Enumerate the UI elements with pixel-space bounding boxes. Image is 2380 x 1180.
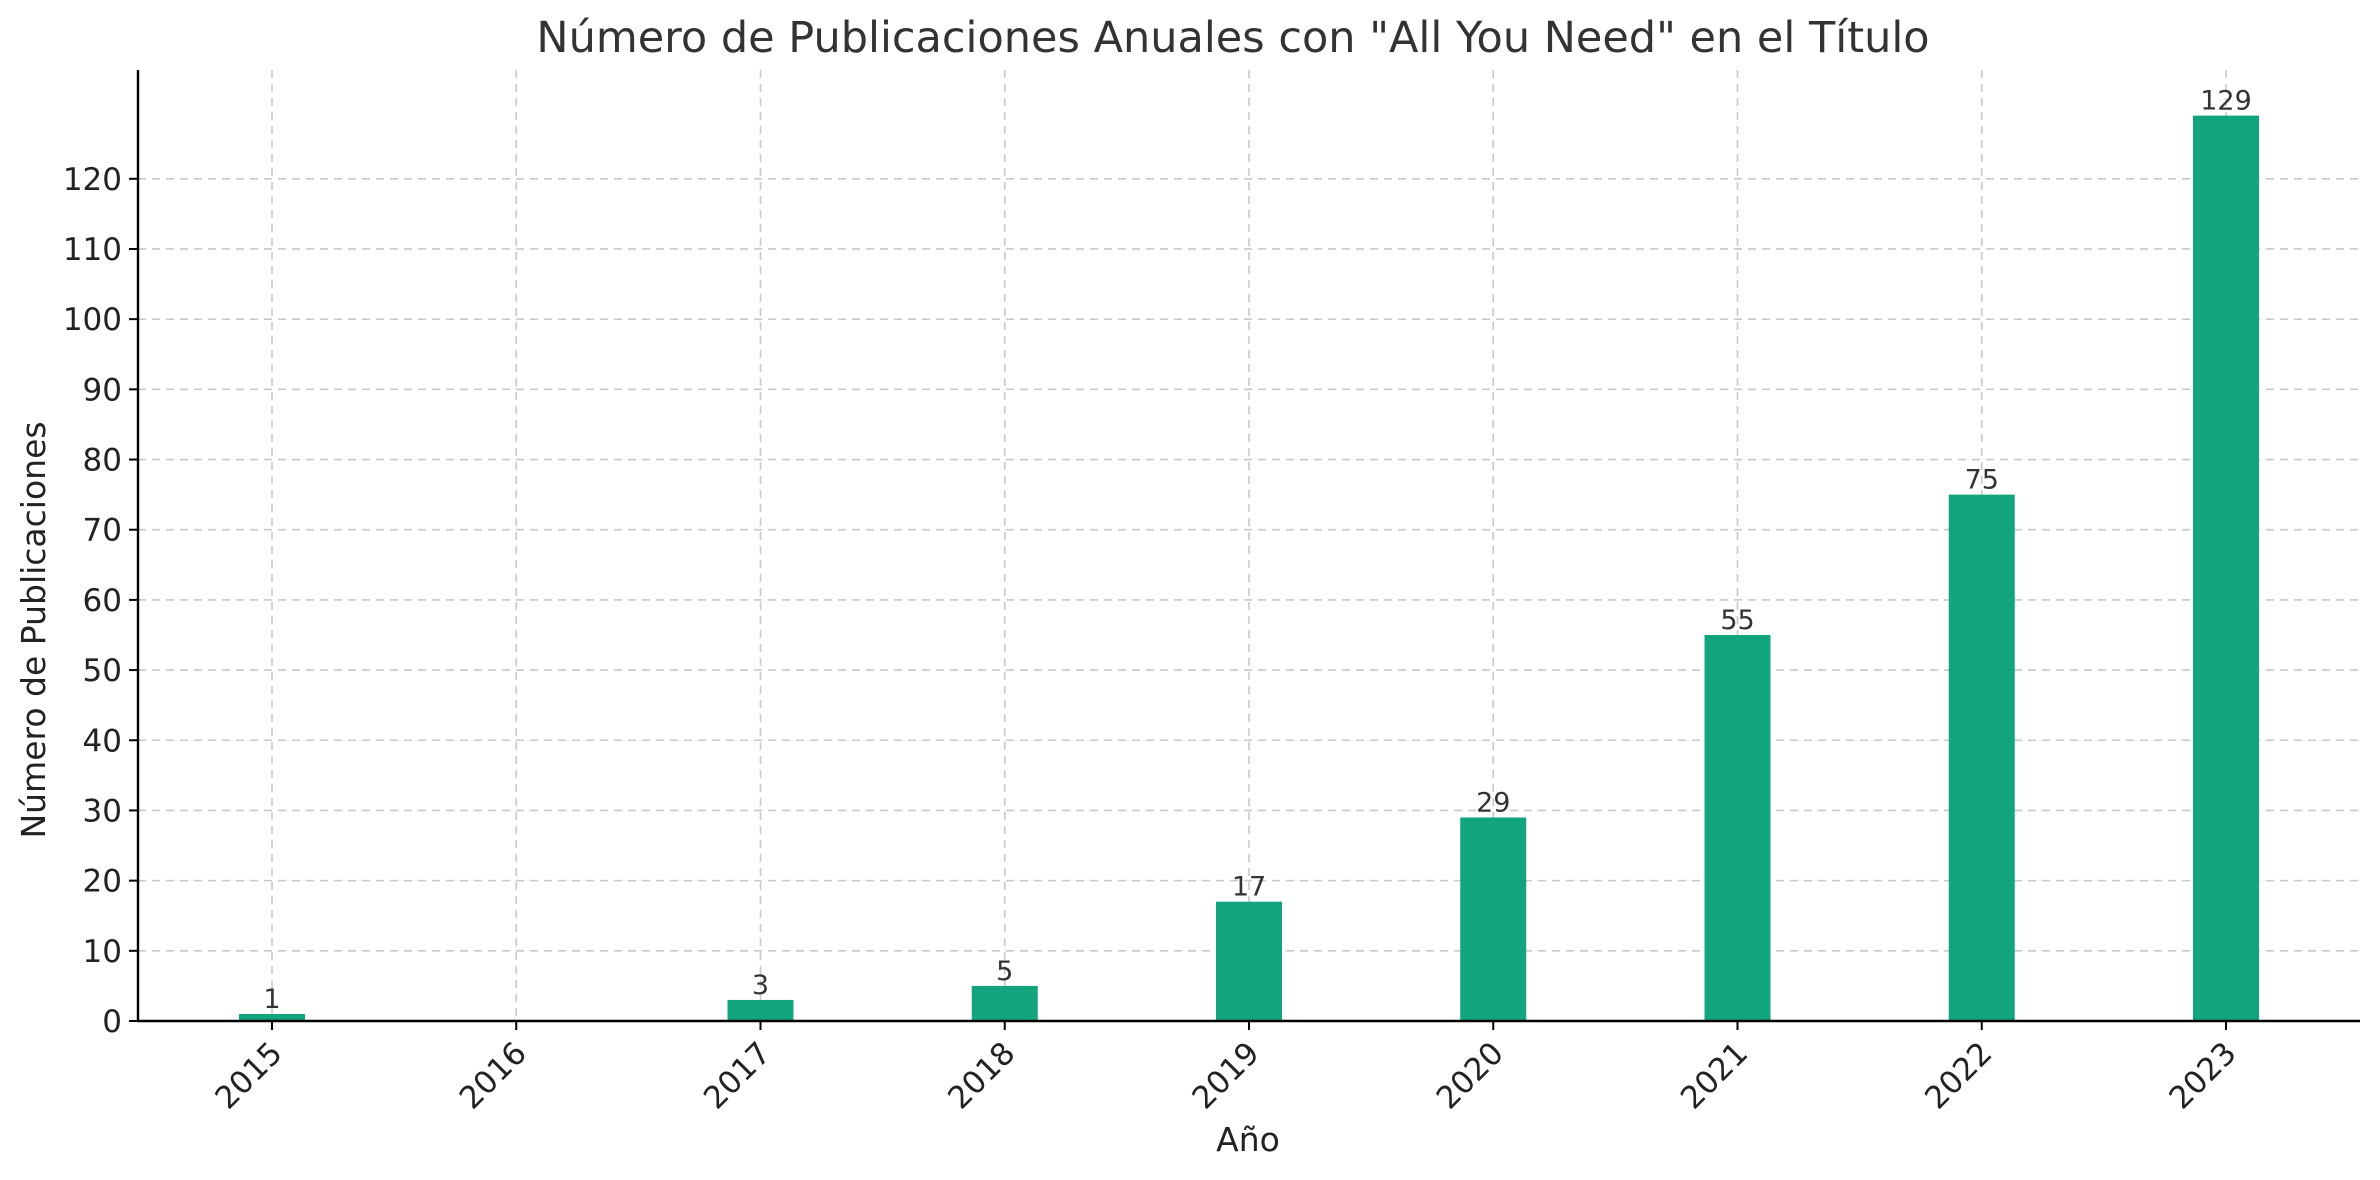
bar-2017 bbox=[728, 1000, 794, 1021]
x-tick-label: 2016 bbox=[453, 1035, 534, 1116]
data-label: 129 bbox=[2200, 86, 2252, 117]
x-tick-label: 2023 bbox=[2162, 1035, 2243, 1116]
data-label: 29 bbox=[1476, 787, 1510, 818]
y-tick-label: 100 bbox=[63, 302, 122, 338]
x-tick-label: 2019 bbox=[1185, 1035, 1266, 1116]
y-tick-label: 30 bbox=[83, 793, 122, 829]
y-tick-label: 70 bbox=[83, 513, 122, 549]
bar-2019 bbox=[1216, 902, 1282, 1021]
y-tick-label: 0 bbox=[102, 1004, 122, 1040]
data-label: 17 bbox=[1232, 872, 1266, 903]
y-tick-label: 60 bbox=[83, 583, 122, 619]
bar-2020 bbox=[1460, 817, 1526, 1021]
bar-2022 bbox=[1949, 495, 2015, 1021]
y-tick-label: 80 bbox=[83, 443, 122, 479]
data-label: 1 bbox=[263, 984, 280, 1015]
x-tick-label: 2017 bbox=[697, 1035, 778, 1116]
x-tick-label: 2022 bbox=[1918, 1035, 1999, 1116]
y-tick-label: 120 bbox=[63, 162, 122, 198]
x-axis-label: Año bbox=[1216, 1120, 1280, 1159]
y-tick-label: 40 bbox=[83, 723, 122, 759]
data-label: 3 bbox=[752, 970, 769, 1001]
chart-title: Número de Publicaciones Anuales con "All… bbox=[536, 13, 1929, 63]
tick-labels: 0 10 20 30 40 50 60 70 80 90 100 110 120 2015 2016 2017… bbox=[63, 162, 2244, 1117]
data-label: 75 bbox=[1965, 465, 1999, 496]
y-tick-label: 110 bbox=[63, 232, 122, 268]
bar-2021 bbox=[1705, 635, 1771, 1021]
data-label: 5 bbox=[996, 956, 1013, 987]
bar-2018 bbox=[972, 986, 1038, 1021]
y-tick-label: 10 bbox=[83, 934, 122, 970]
y-tick-label: 90 bbox=[83, 372, 122, 408]
x-tick-label: 2021 bbox=[1674, 1035, 1755, 1116]
bar-2023 bbox=[2193, 116, 2259, 1021]
x-tick-label: 2018 bbox=[941, 1035, 1022, 1116]
y-tick-label: 20 bbox=[83, 864, 122, 900]
y-tick-label: 50 bbox=[83, 653, 122, 689]
y-axis-label: Número de Publicaciones bbox=[14, 421, 53, 838]
x-tick-label: 2020 bbox=[1430, 1035, 1511, 1116]
data-label: 55 bbox=[1720, 605, 1754, 636]
x-tick-label: 2015 bbox=[208, 1035, 289, 1116]
